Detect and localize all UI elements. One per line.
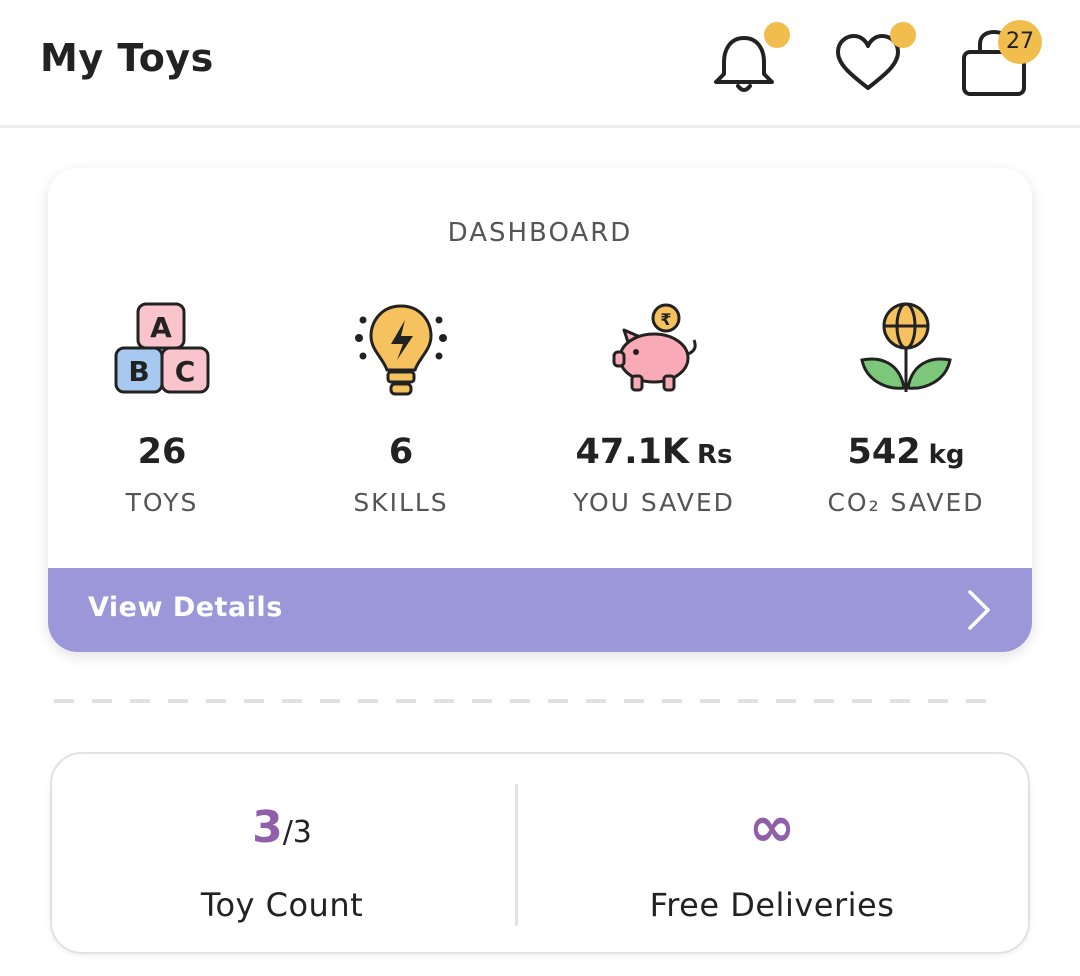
lightbulb-icon (355, 304, 447, 396)
subscription-card: 3/3 Toy Count ∞ Free Deliveries (50, 752, 1030, 954)
notification-dot (764, 22, 790, 48)
svg-text:₹: ₹ (660, 310, 671, 329)
free-deliveries-label: Free Deliveries (649, 886, 895, 924)
stat-value: 47.1K (575, 432, 689, 472)
stat-value: 542 (847, 432, 921, 472)
stat-label: SKILLS (353, 488, 449, 517)
globe-plant-icon (860, 302, 952, 392)
stat-skills: 6 SKILLS (281, 300, 521, 517)
bell-icon (714, 36, 774, 92)
stat-co2-saved: 542 kg CO₂ SAVED (786, 300, 1026, 517)
toy-count-current: 3 (252, 802, 283, 853)
stat-value: 6 (388, 432, 414, 472)
svg-text:A: A (150, 311, 172, 344)
toy-count-section: 3/3 Toy Count (52, 754, 512, 954)
dashboard-title: DASHBOARD (447, 218, 633, 248)
heart-icon (836, 34, 900, 90)
dashboard-card: DASHBOARD A B C 26 TOYS 6 SKILLS ₹ (48, 168, 1032, 652)
abc-blocks-icon: A B C (114, 302, 210, 394)
stat-unit: kg (928, 440, 965, 470)
app-header: My Toys 27 (0, 0, 1080, 128)
chevron-right-icon (968, 590, 990, 630)
cart-count-badge: 27 (998, 20, 1042, 64)
view-details-label: View Details (88, 592, 283, 623)
notifications-button[interactable] (706, 22, 790, 102)
dashed-divider (54, 699, 998, 703)
svg-text:B: B (128, 355, 149, 388)
stat-you-saved: ₹ 47.1K Rs YOU SAVED (534, 300, 774, 517)
infinity-value: ∞ (748, 795, 796, 860)
stat-unit: Rs (696, 440, 733, 470)
wishlist-button[interactable] (830, 22, 916, 102)
piggy-bank-icon: ₹ (612, 303, 697, 392)
toy-count-label: Toy Count (200, 886, 364, 924)
stat-label: YOU SAVED (573, 488, 735, 517)
free-deliveries-section: ∞ Free Deliveries (542, 754, 1002, 954)
toy-count-total: /3 (282, 815, 312, 850)
page-title: My Toys (40, 36, 214, 80)
stat-label: CO₂ SAVED (827, 488, 985, 517)
stat-toys: A B C 26 TOYS (48, 300, 282, 517)
vertical-divider (515, 784, 518, 926)
svg-text:C: C (175, 355, 196, 388)
wishlist-dot (890, 22, 916, 48)
view-details-button[interactable]: View Details (48, 568, 1032, 652)
stat-label: TOYS (125, 488, 199, 517)
stat-value: 26 (137, 432, 187, 472)
